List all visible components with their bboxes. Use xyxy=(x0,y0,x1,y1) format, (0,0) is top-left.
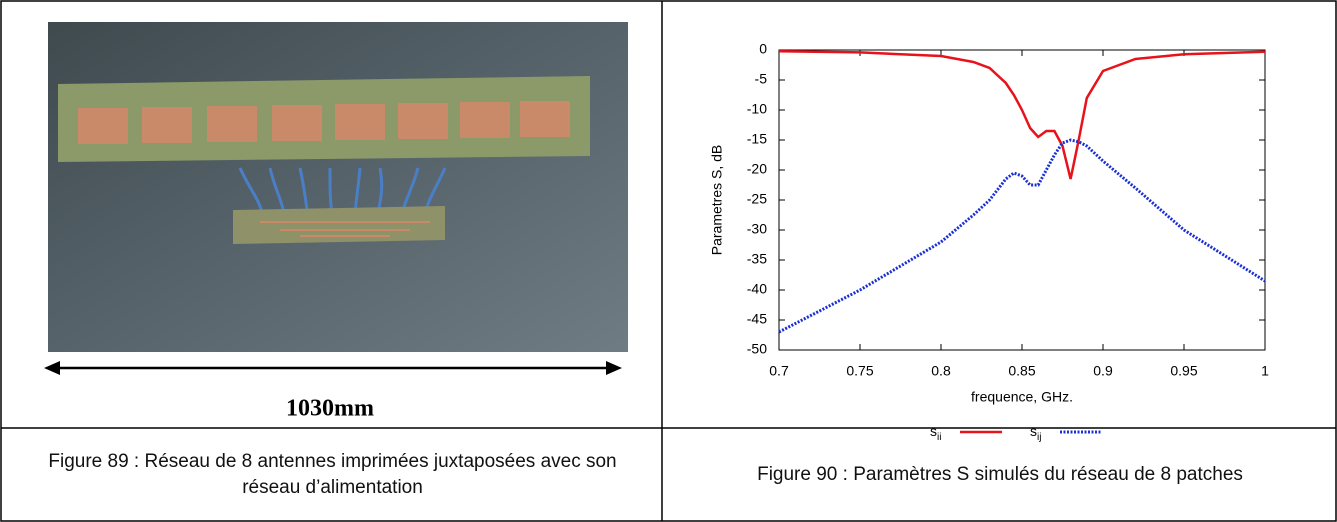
plot-frame xyxy=(778,49,1266,351)
y-tick-label: -45 xyxy=(747,311,767,327)
caption: Figure 89 : Réseau de 8 antennes imprimé… xyxy=(48,451,617,498)
y-tick-label: -30 xyxy=(747,221,767,237)
y-tick-label: 0 xyxy=(759,41,767,57)
legend-label-sub: ii xyxy=(937,432,941,443)
x-tick-label: 0.9 xyxy=(1093,363,1113,379)
legend-label-sub: ij xyxy=(1037,432,1041,443)
legend-label-main: s xyxy=(930,423,937,439)
x-tick-label: 0.85 xyxy=(1008,363,1035,379)
y-axis-label: Parametres S, dB xyxy=(709,145,725,256)
y-tick-label: -10 xyxy=(747,101,767,117)
x-axis-label: frequence, GHz. xyxy=(971,389,1073,405)
y-tick-label: -15 xyxy=(747,131,767,147)
x-tick-label: 0.95 xyxy=(1170,363,1197,379)
photo xyxy=(48,22,628,352)
y-tick-label: -20 xyxy=(747,161,767,177)
chart: 0 -5 -10 -15 -20 -25 -30 -35 -40 -45 -500.7 0.75 0.8… xyxy=(709,41,1269,443)
x-tick-label: 1 xyxy=(1261,363,1269,379)
patches xyxy=(78,101,570,144)
photo-background xyxy=(48,22,628,352)
antenna-substrate xyxy=(58,76,590,162)
x-tick-label: 0.8 xyxy=(931,363,951,379)
legend-label: sii xyxy=(930,423,941,443)
legend-label: sij xyxy=(1030,423,1041,443)
dimension-arrow xyxy=(44,361,622,375)
y-tick-label: -25 xyxy=(747,191,767,207)
legend-label-main: s xyxy=(1030,423,1037,439)
series-line xyxy=(778,49,1266,180)
feed-board xyxy=(233,206,445,244)
series-line xyxy=(778,138,1266,334)
feed-lines xyxy=(260,221,430,237)
caption: Figure 90 : Paramètres S simulés du rése… xyxy=(757,464,1243,485)
y-tick-label: -40 xyxy=(747,281,767,297)
dimension-label: 1030mm xyxy=(286,396,374,422)
y-tick-label: -5 xyxy=(755,71,768,87)
x-tick-label: 0.75 xyxy=(846,363,873,379)
y-tick-label: -50 xyxy=(747,341,767,357)
x-tick-label: 0.7 xyxy=(769,363,789,379)
y-tick-label: -35 xyxy=(747,251,767,267)
